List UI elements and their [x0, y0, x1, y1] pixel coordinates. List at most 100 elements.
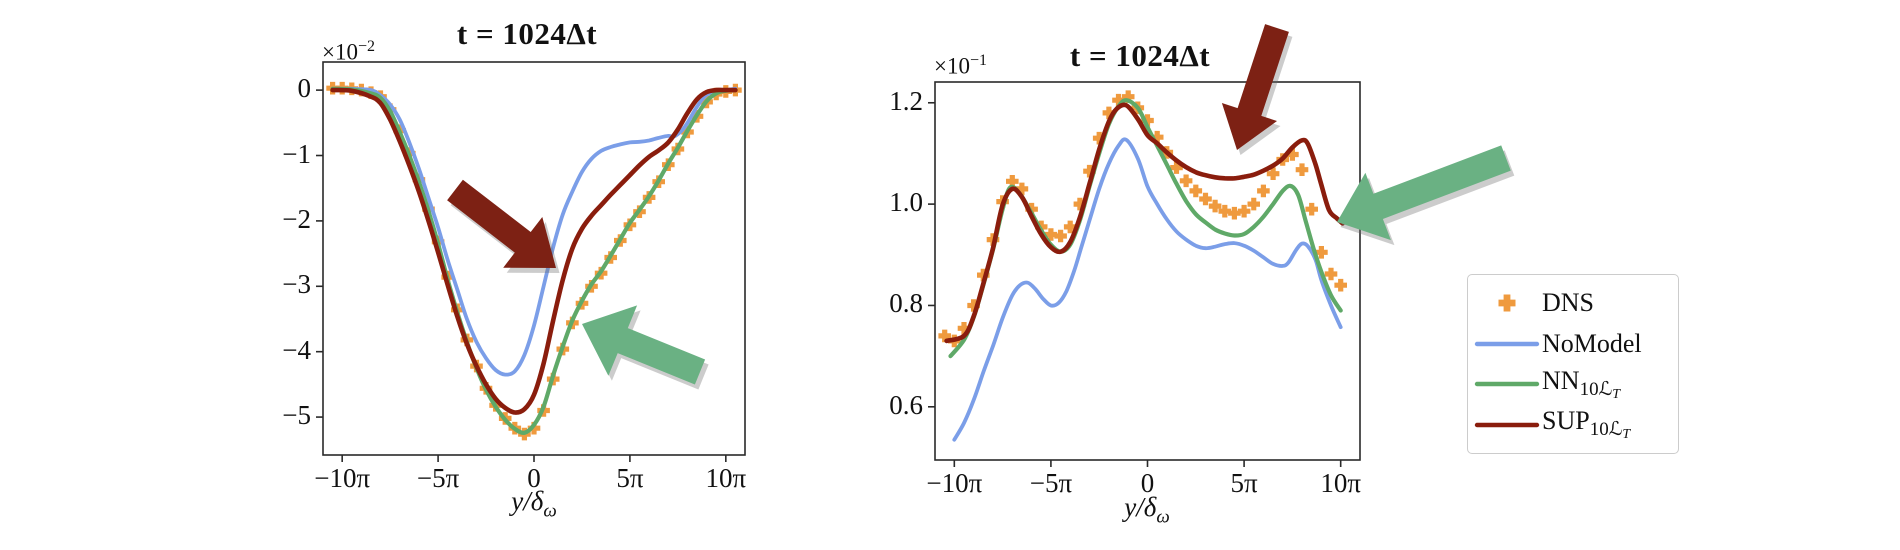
dns-plus-marker — [1141, 114, 1154, 127]
y-tick-label: 0 — [297, 73, 312, 104]
plot-right-title: t = 1024Δt — [1069, 38, 1211, 73]
plot-right-xaxis-label: y/δω — [1047, 492, 1247, 528]
dns-plus-marker — [1063, 220, 1077, 234]
y-tick-label: −2 — [282, 203, 311, 234]
legend-label-main: DNS — [1542, 288, 1595, 318]
arrow-right-nn — [1337, 145, 1511, 241]
dns-plus-marker — [1324, 267, 1338, 281]
dns-plus-marker — [977, 268, 990, 282]
dns-plus-marker — [1179, 174, 1193, 188]
plot-left-xaxis-label: y/δω — [434, 486, 634, 522]
x-tick-label: −5π — [416, 463, 460, 493]
dns-plus-marker — [1286, 148, 1299, 161]
legend-label: NoModel — [1542, 329, 1642, 359]
dns-plus-marker — [1208, 199, 1222, 213]
line-swatch-icon — [1472, 414, 1542, 436]
xlabel-sub: ω — [1156, 506, 1170, 528]
axes-frame — [934, 81, 1361, 461]
y-tick-label: 0.6 — [889, 389, 923, 420]
offset-exponent: −1 — [969, 52, 988, 69]
dns-plus-marker — [1257, 184, 1270, 198]
x-tick-label: 10π — [1320, 468, 1361, 498]
y-tick-label: −4 — [282, 334, 311, 365]
xlabel-main: y/δ — [511, 486, 544, 516]
legend-plus-glyph — [1498, 294, 1516, 312]
plot-right — [928, 81, 1361, 467]
plot-left-title: t = 1024Δt — [456, 16, 598, 51]
x-tick-label: −10π — [926, 468, 983, 498]
dns-plus-marker — [1054, 229, 1067, 243]
legend-label: SUP10ℒT — [1542, 406, 1630, 443]
dns-plus-marker — [957, 322, 971, 335]
dns-plus-marker — [1044, 228, 1058, 241]
y-tick-label: 0.8 — [889, 288, 923, 319]
legend-item-nn: NN10ℒT — [1472, 366, 1674, 403]
curve-sup10lt — [330, 87, 738, 415]
x-tick-label: −10π — [314, 463, 371, 493]
dns-plus-marker — [967, 299, 980, 312]
dns-plus-marker — [1334, 278, 1347, 292]
x-tick-label: 10π — [705, 463, 747, 493]
dns-plus-marker — [1102, 106, 1116, 120]
legend-item-dns: DNS — [1472, 286, 1674, 320]
offset-base: ×10 — [322, 39, 358, 65]
dns-plus-marker — [1247, 197, 1260, 211]
legend-label-main: NN — [1542, 365, 1580, 395]
curve-sup10lt — [944, 102, 1345, 344]
legend-swatch-canvas — [1474, 422, 1540, 427]
legend-label-main: NoModel — [1542, 328, 1642, 358]
y-tick-label: −5 — [282, 400, 311, 431]
dns-plus-marker — [1218, 204, 1232, 218]
dns-plus-marker — [1295, 163, 1309, 176]
y-tick-label: 1.0 — [889, 187, 923, 218]
x-tick-label: 0 — [527, 463, 541, 493]
legend-label-subscript: 10ℒ — [1589, 419, 1623, 441]
dns-plus-marker — [1121, 90, 1135, 103]
dns-plus-marker — [1237, 204, 1251, 218]
legend-item-nomodel: NoModel — [1472, 327, 1674, 361]
legend-item-sup: SUP10ℒT — [1472, 406, 1674, 443]
xlabel-main: y/δ — [1124, 492, 1157, 522]
dns-plus-marker — [1015, 182, 1029, 196]
xlabel-sub: ω — [543, 500, 557, 522]
legend-label-subsubscript: T — [1612, 386, 1621, 402]
arrow-right-sup — [1221, 24, 1289, 151]
dns-plus-marker — [1073, 197, 1087, 211]
line-swatch-icon — [1472, 373, 1542, 395]
legend-label: DNS — [1542, 288, 1594, 318]
legend-label-subsubscript: T — [1622, 427, 1631, 443]
y-tick-label: −1 — [282, 138, 311, 169]
dns-plus-marker — [1315, 246, 1328, 259]
dns-plus-marker — [1266, 167, 1280, 180]
curve-nomodel — [952, 137, 1343, 442]
legend-label: NN10ℒT — [1542, 366, 1620, 403]
dns-plus-marker — [1199, 192, 1212, 206]
x-tick-label: −5π — [1029, 468, 1073, 498]
plot-left-scale-offset: ×10−2 — [322, 38, 375, 66]
plus-marker-icon — [1472, 292, 1542, 314]
dns-plus-marker — [1112, 93, 1125, 107]
dns-plus-marker — [1092, 131, 1106, 145]
dns-plus-marker — [938, 329, 951, 343]
legend-swatch-canvas — [1474, 341, 1540, 346]
dns-plus-marker — [1150, 130, 1164, 144]
arrow-left-nn — [582, 305, 706, 385]
plot-right-scale-offset: ×10−1 — [934, 52, 987, 80]
dns-plus-marker — [1228, 206, 1241, 220]
curve-nn10lt — [330, 86, 738, 435]
legend-swatch-canvas — [1474, 382, 1540, 387]
legend-label-subscript: 10ℒ — [1579, 378, 1613, 400]
offset-exponent: −2 — [357, 38, 376, 55]
x-tick-label: 5π — [1230, 468, 1258, 498]
dns-plus-marker — [1170, 161, 1183, 174]
x-tick-label: 0 — [1140, 468, 1155, 498]
x-tick-label: 5π — [616, 463, 644, 493]
line-swatch-icon — [1472, 333, 1542, 355]
legend-box: DNS NoModel NN10ℒT SUP10ℒT — [1467, 274, 1679, 454]
offset-base: ×10 — [934, 53, 970, 79]
dns-plus-marker — [1083, 164, 1096, 178]
dns-plus-marker — [1006, 175, 1019, 188]
legend-label-main: SUP — [1542, 406, 1590, 436]
